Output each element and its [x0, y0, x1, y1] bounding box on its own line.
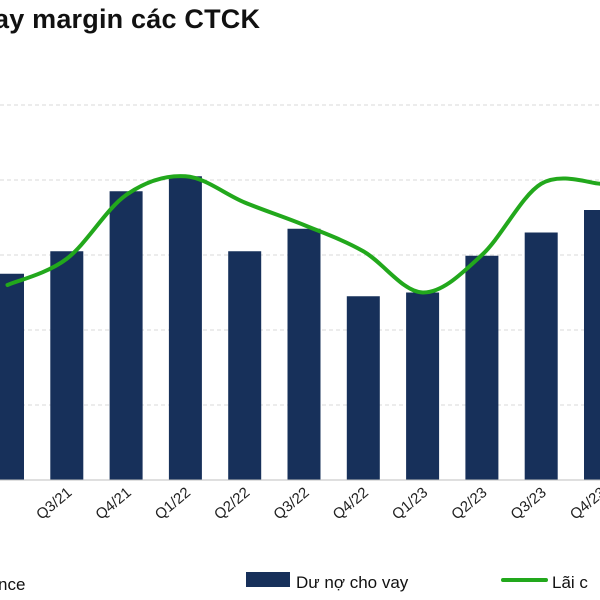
legend-left-fragment: nce	[0, 575, 25, 594]
bar-Q3-21	[50, 251, 84, 480]
x-tick-label: Q3/21	[33, 484, 75, 523]
x-tick-label: Q1/23	[389, 484, 431, 523]
x-tick-labels: Q3/21 Q4/21 Q1/22 Q2/22 Q3/22 Q4/22 Q1/23 Q2/23…	[33, 484, 600, 523]
gridlines	[0, 104, 600, 406]
bar-Q2-23	[465, 255, 499, 480]
legend-bar-label: Dư nợ cho vay	[296, 573, 409, 592]
bar-Q3-23	[524, 232, 558, 480]
bar-Q2-22	[228, 251, 262, 480]
x-tick-label: Q3/23	[508, 484, 550, 523]
legend-line-label: Lãi c	[552, 573, 588, 592]
bar-series	[0, 176, 600, 480]
bar-Q4-23	[584, 210, 600, 480]
x-tick-label: Q2/23	[448, 484, 490, 523]
bar-Q3-22	[287, 228, 321, 480]
legend-bar-swatch	[246, 572, 290, 587]
x-tick-label: Q4/23	[567, 484, 600, 523]
x-tick-label: Q4/22	[330, 484, 372, 523]
bar-Q4-22	[346, 296, 380, 480]
x-tick-label: Q2/22	[211, 484, 253, 523]
chart-title: ay margin các CTCK	[0, 4, 261, 34]
line-series	[5, 174, 600, 295]
x-tick-label: Q1/22	[152, 484, 194, 523]
x-tick-label: Q3/22	[270, 484, 312, 523]
bar-Q4-21	[109, 191, 143, 480]
x-tick-label: Q4/21	[92, 484, 134, 523]
bar-Q1-22	[168, 176, 202, 480]
bar-Q1-23	[406, 292, 440, 480]
bar-Q2-21	[0, 273, 24, 480]
legend: nce Dư nợ cho vay Lãi c	[0, 572, 588, 594]
